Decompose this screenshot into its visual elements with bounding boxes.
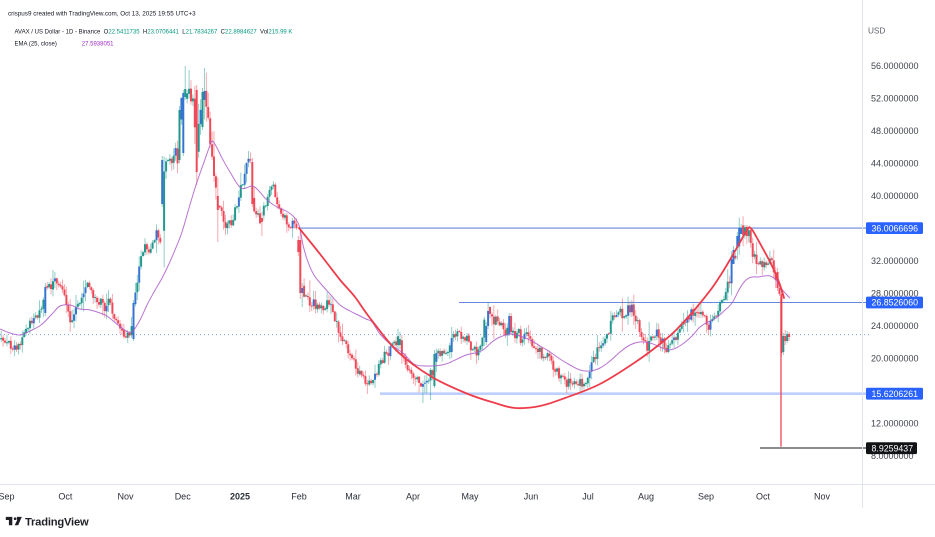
svg-text:8.9259437: 8.9259437 — [872, 443, 914, 453]
svg-text:Oct: Oct — [58, 492, 73, 502]
svg-text:2025: 2025 — [230, 492, 250, 502]
svg-text:48.0000000: 48.0000000 — [871, 126, 919, 136]
svg-text:36.0066696: 36.0066696 — [872, 223, 919, 233]
svg-text:12.0000000: 12.0000000 — [871, 418, 919, 428]
svg-text:28.0000000: 28.0000000 — [871, 288, 919, 298]
svg-text:Feb: Feb — [291, 492, 307, 502]
svg-text:Nov: Nov — [814, 492, 831, 502]
svg-text:26.8526060: 26.8526060 — [872, 298, 919, 308]
svg-text:52.0000000: 52.0000000 — [871, 94, 919, 104]
svg-text:56.0000000: 56.0000000 — [871, 61, 919, 71]
svg-text:32.0000000: 32.0000000 — [871, 256, 919, 266]
svg-text:Nov: Nov — [117, 492, 134, 502]
svg-text:Jun: Jun — [524, 492, 539, 502]
svg-text:AVAX / US Dollar - 1D - Binanc: AVAX / US Dollar - 1D - Binance O22.5411… — [15, 30, 293, 36]
svg-text:TradingView: TradingView — [25, 517, 89, 529]
svg-text:Aug: Aug — [638, 492, 654, 502]
svg-text:20.0000000: 20.0000000 — [871, 353, 919, 363]
svg-text:24.0000000: 24.0000000 — [871, 321, 919, 331]
svg-text:Mar: Mar — [345, 492, 361, 502]
svg-text:Sep: Sep — [0, 492, 15, 502]
svg-text:Sep: Sep — [698, 492, 714, 502]
svg-text:Dec: Dec — [175, 492, 192, 502]
svg-text:Oct: Oct — [756, 492, 771, 502]
svg-text:Apr: Apr — [406, 492, 420, 502]
svg-text:15.6206261: 15.6206261 — [872, 389, 919, 399]
svg-text:USD: USD — [868, 27, 885, 36]
svg-text:crispus9 created with TradingV: crispus9 created with TradingView.com, O… — [8, 11, 196, 18]
svg-text:40.0000000: 40.0000000 — [871, 191, 919, 201]
svg-text:8.0000000: 8.0000000 — [871, 451, 914, 461]
svg-text:44.0000000: 44.0000000 — [871, 158, 919, 168]
svg-text:Jul: Jul — [582, 492, 594, 502]
svg-text:May: May — [461, 492, 479, 502]
